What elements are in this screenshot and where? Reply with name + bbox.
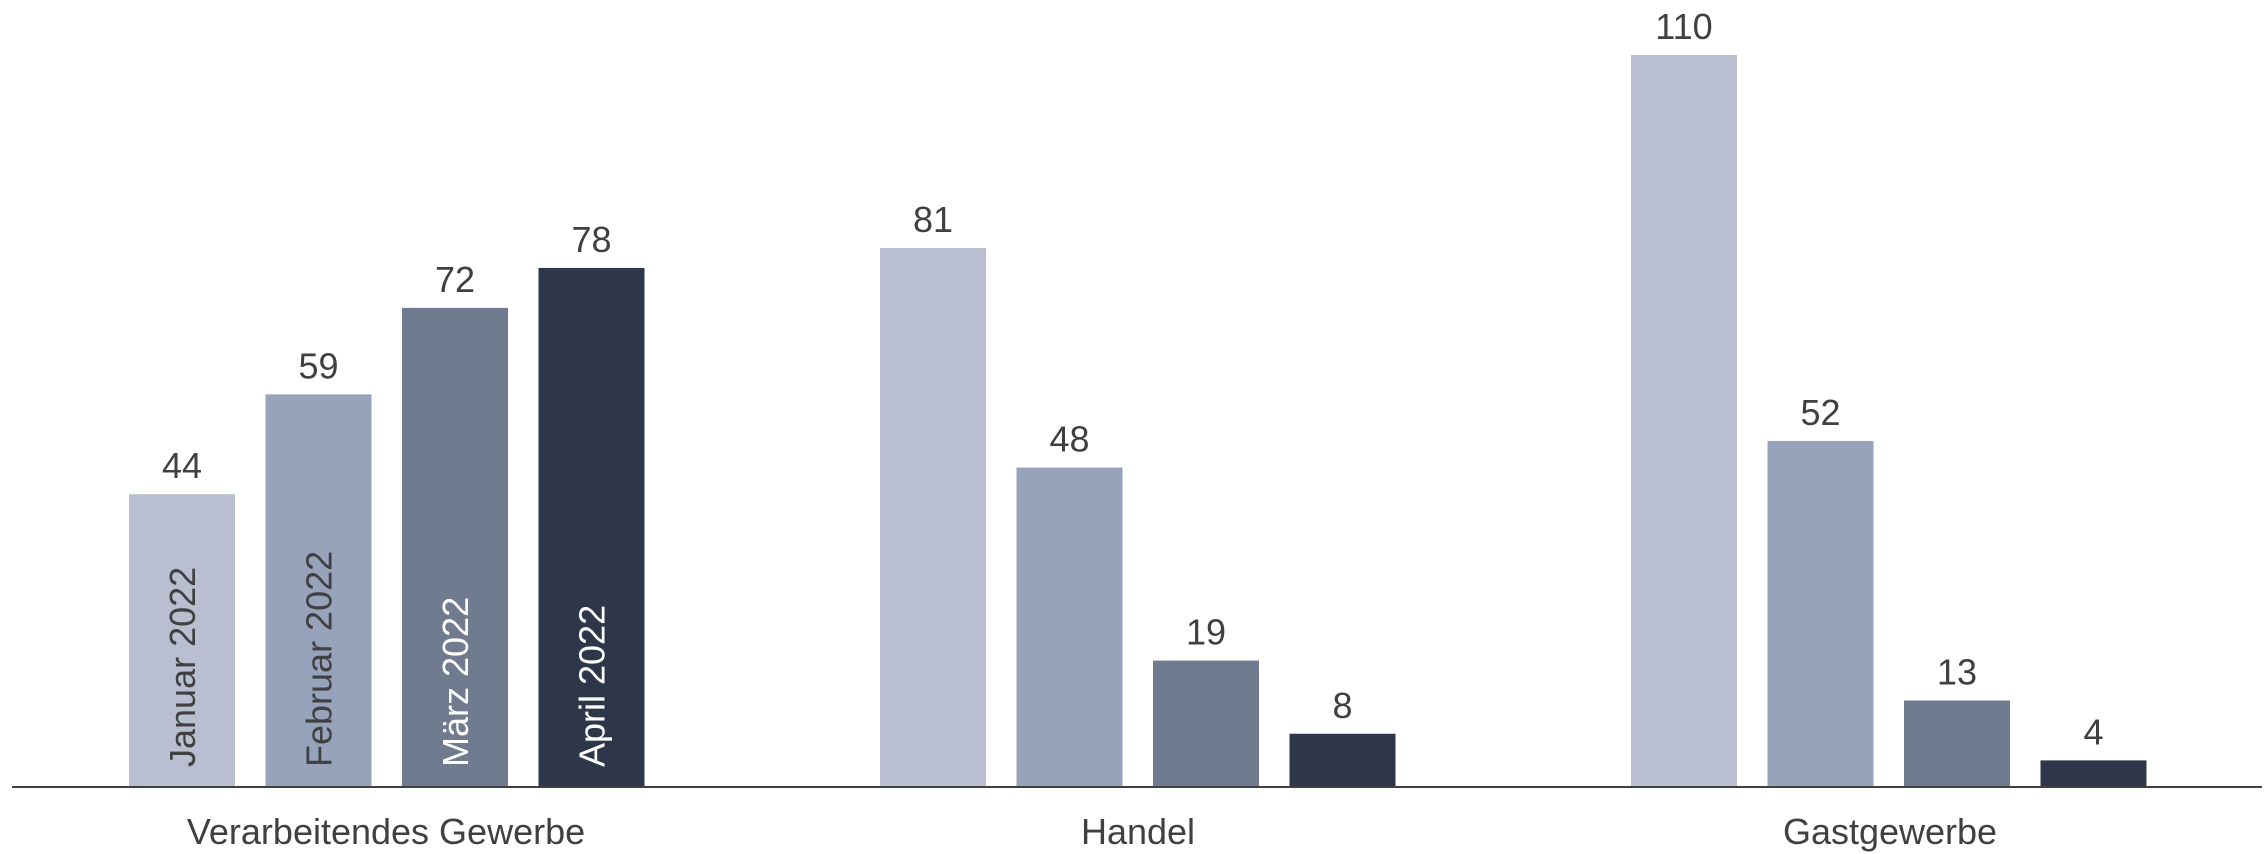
value-label-verarbeitendes-gewerbe-januar-2022: 44 (162, 445, 202, 486)
bar-handel-januar-2022 (880, 247, 986, 787)
bar-verarbeitendes-gewerbe-februar-2022 (265, 394, 372, 787)
value-label-gastgewerbe-januar-2022: 110 (1655, 6, 1712, 47)
bar-gastgewerbe-maerz-2022 (1904, 700, 2010, 787)
category-label-verarbeitendes-gewerbe: Verarbeitendes Gewerbe (187, 811, 585, 852)
bar-gastgewerbe-januar-2022 (1631, 55, 1737, 787)
bar-gastgewerbe-februar-2022 (1767, 440, 1874, 787)
value-label-handel-februar-2022: 48 (1049, 419, 1089, 460)
bar-verarbeitendes-gewerbe-maerz-2022 (402, 307, 508, 787)
category-label-gastgewerbe: Gastgewerbe (1783, 811, 1997, 852)
value-label-verarbeitendes-gewerbe-februar-2022: 59 (298, 345, 338, 386)
bar-verarbeitendes-gewerbe-april-2022 (538, 267, 645, 788)
value-label-gastgewerbe-april-2022: 4 (2083, 711, 2103, 752)
bar-handel-februar-2022 (1016, 467, 1123, 787)
bars-layer (129, 55, 2147, 788)
bar-handel-maerz-2022 (1153, 660, 1259, 787)
value-labels-layer: 44 59 72 78 81 48 19 8 110 52 13 4 (162, 6, 2104, 752)
value-label-handel-januar-2022: 81 (913, 199, 953, 240)
value-label-gastgewerbe-maerz-2022: 13 (1937, 651, 1977, 692)
value-label-handel-maerz-2022: 19 (1186, 612, 1226, 653)
series-label-januar-2022: Januar 2022 (162, 567, 203, 767)
category-label-handel: Handel (1081, 811, 1195, 852)
series-label-maerz-2022: März 2022 (435, 597, 476, 767)
bar-gastgewerbe-april-2022 (2040, 760, 2147, 787)
category-labels-layer: Verarbeitendes Gewerbe Handel Gastgewerbe (187, 811, 1997, 852)
series-label-februar-2022: Februar 2022 (299, 551, 340, 767)
value-label-gastgewerbe-februar-2022: 52 (1800, 392, 1840, 433)
bar-handel-april-2022 (1289, 733, 1396, 787)
value-label-verarbeitendes-gewerbe-maerz-2022: 72 (435, 259, 475, 300)
series-labels-layer: Januar 2022 Februar 2022 März 2022 April 20… (162, 551, 613, 767)
value-label-handel-april-2022: 8 (1332, 685, 1352, 726)
bar-verarbeitendes-gewerbe-januar-2022 (129, 494, 235, 787)
value-label-verarbeitendes-gewerbe-april-2022: 78 (571, 219, 611, 260)
series-label-april-2022: April 2022 (572, 605, 613, 767)
